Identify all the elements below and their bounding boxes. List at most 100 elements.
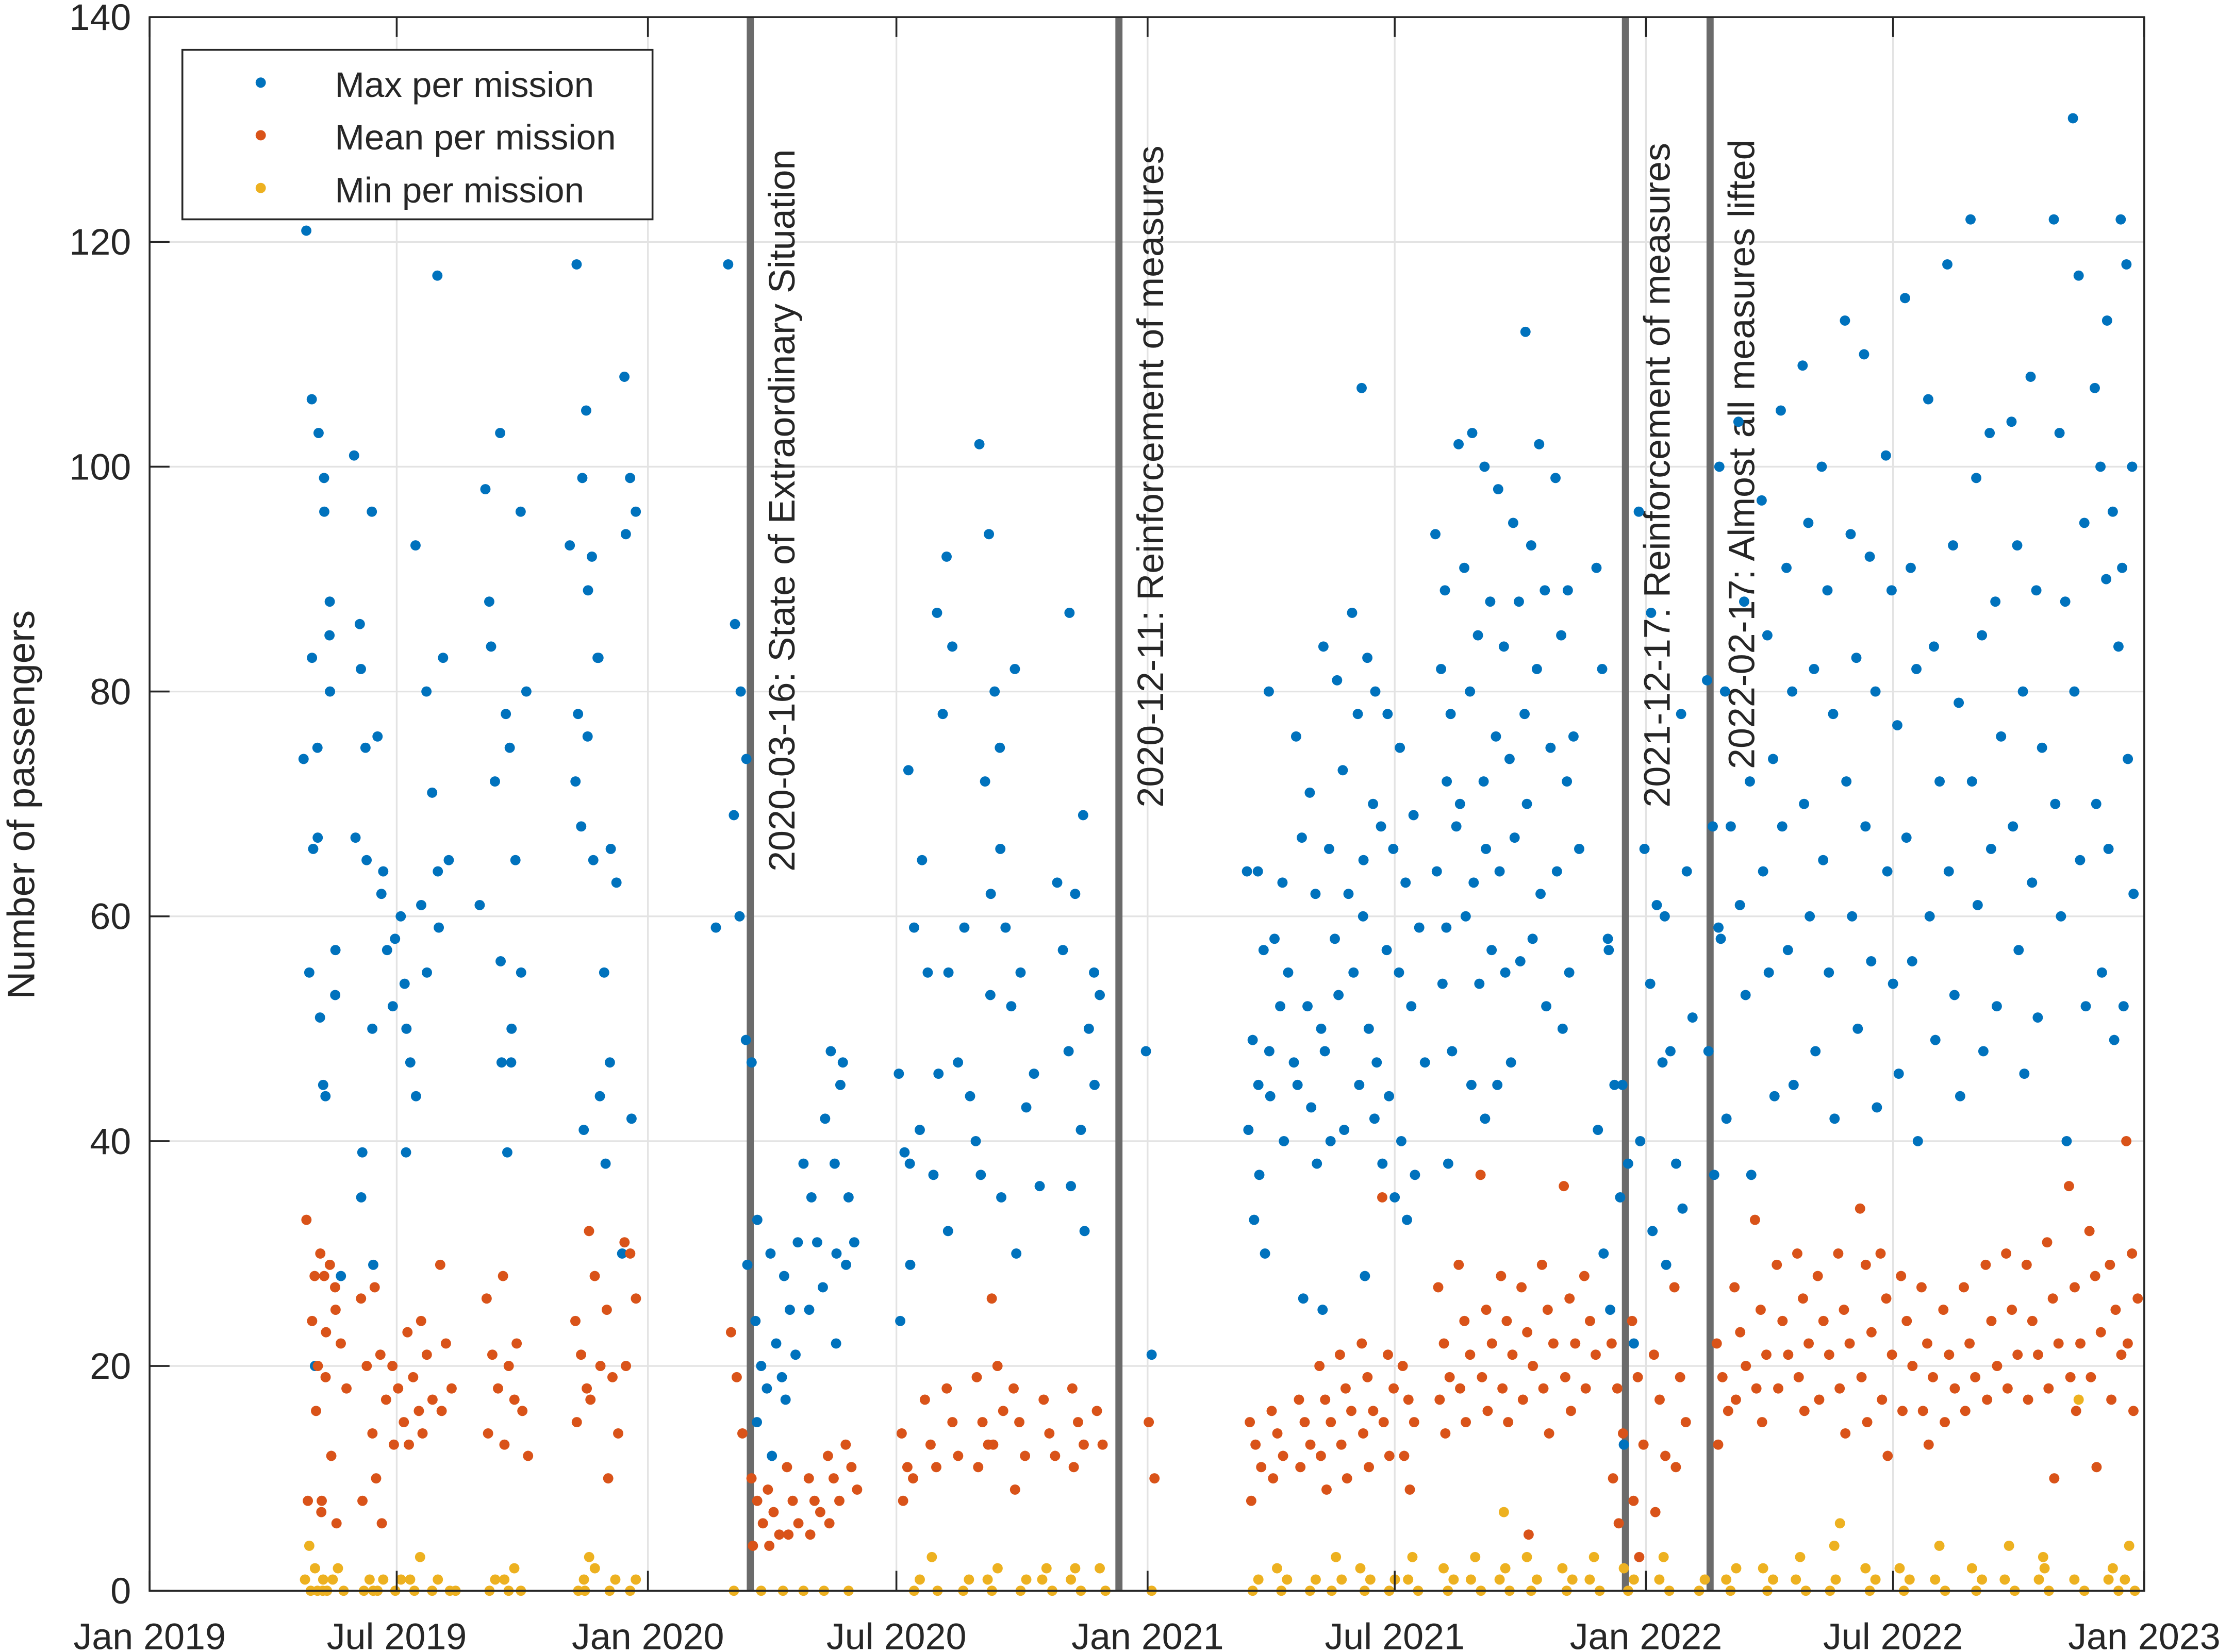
data-point — [1534, 439, 1545, 449]
data-point — [1246, 1495, 1256, 1506]
legend-marker-max — [255, 77, 266, 88]
data-point — [1839, 1305, 1849, 1315]
data-point — [1568, 731, 1579, 742]
data-point — [378, 866, 389, 877]
data-point — [1564, 967, 1575, 978]
legend-label-mean: Mean per mission — [335, 117, 616, 157]
data-point — [1699, 1574, 1710, 1585]
data-point — [2122, 1338, 2133, 1349]
data-point — [1609, 1079, 1620, 1090]
data-point — [1544, 1428, 1554, 1439]
data-point — [1763, 967, 1774, 978]
data-point — [1388, 843, 1399, 854]
data-point — [1336, 1439, 1347, 1450]
data-point — [402, 1327, 413, 1338]
data-point — [495, 956, 506, 966]
data-point — [330, 945, 341, 956]
data-point — [1447, 1046, 1458, 1057]
data-point — [1493, 484, 1503, 495]
data-point — [1362, 1372, 1373, 1382]
data-point — [798, 1158, 809, 1169]
data-point — [349, 450, 359, 461]
data-point — [1433, 1282, 1444, 1293]
data-point — [931, 1462, 941, 1473]
data-point — [421, 686, 432, 697]
data-point — [2091, 798, 2101, 809]
data-point — [1242, 866, 1252, 877]
data-point — [1638, 1439, 1649, 1450]
data-point — [1803, 1338, 1814, 1349]
data-point — [480, 484, 491, 495]
data-point — [1617, 1079, 1628, 1090]
data-point — [372, 731, 383, 742]
data-point — [1713, 922, 1724, 933]
data-point — [1580, 1383, 1591, 1394]
data-point — [1713, 1439, 1724, 1450]
data-point — [589, 1271, 600, 1281]
data-point — [1041, 1563, 1052, 1574]
data-point — [1149, 1473, 1160, 1484]
data-point — [2001, 1248, 2012, 1259]
data-point — [617, 1248, 627, 1259]
data-point — [1948, 540, 1959, 551]
data-point — [1466, 1574, 1476, 1585]
data-point — [1358, 1428, 1368, 1439]
data-point — [1519, 709, 1530, 720]
data-point — [1382, 709, 1393, 720]
data-point — [1451, 821, 1462, 832]
data-point — [2091, 1462, 2102, 1473]
data-point — [1521, 798, 1532, 809]
data-point — [1797, 360, 1808, 371]
data-point — [1773, 1383, 1783, 1394]
data-point — [1757, 1417, 1767, 1428]
data-point — [1717, 1372, 1728, 1382]
data-point — [785, 1305, 795, 1315]
data-point — [1358, 855, 1369, 865]
data-point — [2069, 686, 2080, 697]
data-point — [996, 1192, 1007, 1203]
data-point — [1949, 1383, 1960, 1394]
data-point — [1302, 1001, 1313, 1012]
data-point — [1923, 394, 1933, 405]
data-point — [787, 1495, 798, 1506]
event-label: 2022-02-17: Almost all measures lifted — [1721, 139, 1762, 769]
data-point — [828, 1473, 839, 1484]
data-point — [303, 1495, 313, 1506]
data-point — [2017, 686, 2028, 697]
data-point — [1772, 1259, 1782, 1270]
data-point — [324, 596, 335, 607]
data-point — [1320, 1394, 1331, 1405]
data-point — [1438, 1338, 1449, 1349]
data-point — [1687, 1012, 1698, 1023]
data-point — [312, 1361, 323, 1371]
data-point — [980, 776, 990, 787]
data-point — [989, 686, 1000, 697]
data-point — [502, 1147, 512, 1158]
data-point — [1551, 866, 1562, 877]
data-point — [1856, 1372, 1867, 1382]
data-point — [1336, 1574, 1347, 1585]
axis-ticks: 0 20 40 60 80 100 120 140 Jan 2019 Jul 2019 Jan 20… — [69, 0, 2220, 1652]
data-point — [1075, 1125, 1086, 1136]
data-point — [588, 855, 599, 865]
data-point — [1654, 1574, 1665, 1585]
data-point — [319, 1271, 329, 1281]
data-point — [1396, 1136, 1406, 1146]
data-point — [1508, 518, 1518, 528]
data-point — [1330, 933, 1340, 944]
data-point — [1536, 1259, 1547, 1270]
data-point — [330, 1305, 341, 1315]
data-point — [1901, 1315, 1912, 1326]
data-point — [2050, 798, 2061, 809]
data-point — [410, 540, 421, 551]
data-point — [779, 1271, 789, 1281]
data-point — [577, 473, 588, 483]
data-point — [1497, 1383, 1508, 1394]
data-point — [1500, 1563, 1511, 1574]
data-point — [1799, 1406, 1810, 1416]
y-tick-label: 0 — [110, 1571, 131, 1612]
data-point — [1650, 1507, 1661, 1517]
data-point — [1787, 686, 1798, 697]
data-point — [1354, 1079, 1365, 1090]
data-point — [896, 1428, 907, 1439]
